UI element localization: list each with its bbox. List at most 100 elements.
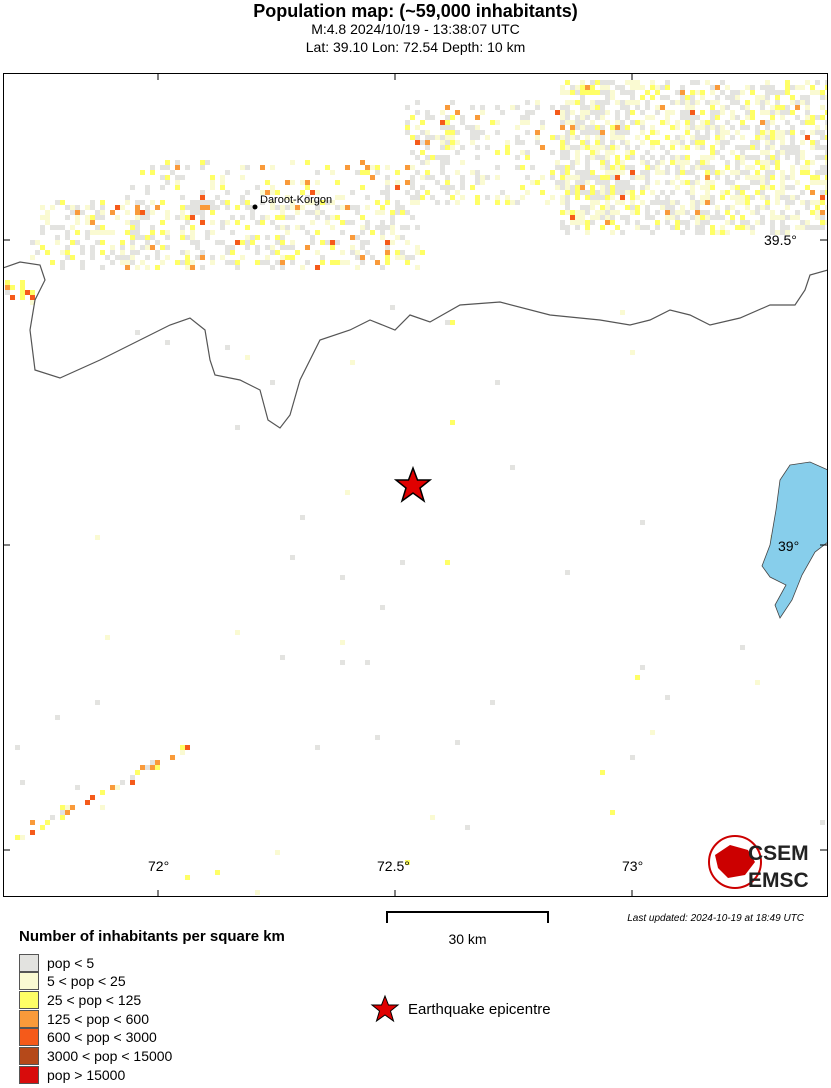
population-cell — [730, 205, 735, 210]
population-cell — [515, 105, 520, 110]
population-cell — [785, 175, 790, 180]
population-cell — [350, 220, 355, 225]
population-cell — [535, 105, 540, 110]
population-cell — [225, 245, 230, 250]
population-cell — [645, 175, 650, 180]
population-cell — [765, 110, 770, 115]
event-info: M:4.8 2024/10/19 - 13:38:07 UTC — [311, 21, 520, 37]
population-cell — [380, 220, 385, 225]
population-cell — [230, 250, 235, 255]
population-cell — [370, 255, 375, 260]
population-cell — [625, 165, 630, 170]
population-cell — [715, 115, 720, 120]
population-map[interactable]: CSEM EMSC Daroot-Korgon 39.5° 39° 72° 72… — [3, 73, 828, 897]
population-cell — [735, 115, 740, 120]
population-cell — [605, 205, 610, 210]
population-cell — [640, 110, 645, 115]
population-cell — [575, 175, 580, 180]
population-cell — [720, 135, 725, 140]
population-cell — [705, 210, 710, 215]
population-cell — [225, 260, 230, 265]
population-cell — [260, 220, 265, 225]
population-cell — [785, 155, 790, 160]
population-cell — [395, 180, 400, 185]
population-cell — [620, 195, 625, 200]
population-cell — [375, 225, 380, 230]
population-cell — [315, 215, 320, 220]
population-cell — [535, 180, 540, 185]
population-cell — [695, 130, 700, 135]
population-cell — [605, 160, 610, 165]
population-cell — [690, 120, 695, 125]
population-cell — [430, 115, 435, 120]
population-cell — [100, 210, 105, 215]
population-cell — [240, 195, 245, 200]
population-cell — [645, 150, 650, 155]
population-cell — [585, 90, 590, 95]
population-cell — [495, 200, 500, 205]
svg-text:EMSC: EMSC — [748, 869, 809, 892]
population-cell — [425, 140, 430, 145]
population-cell — [745, 225, 750, 230]
population-cell — [690, 140, 695, 145]
population-cell — [605, 190, 610, 195]
population-cell — [805, 80, 810, 85]
population-cell — [795, 180, 800, 185]
population-cell — [70, 205, 75, 210]
population-cell — [630, 80, 635, 85]
population-cell — [770, 85, 775, 90]
population-cell — [150, 170, 155, 175]
population-cell — [600, 215, 605, 220]
population-cell — [450, 140, 455, 145]
population-cell — [765, 195, 770, 200]
population-cell — [460, 145, 465, 150]
population-cell — [285, 230, 290, 235]
population-cell — [765, 205, 770, 210]
population-cell — [620, 125, 625, 130]
population-cell — [200, 205, 205, 210]
population-cell — [710, 225, 715, 230]
population-cell — [630, 155, 635, 160]
population-cell — [690, 95, 695, 100]
population-cell — [205, 230, 210, 235]
population-cell — [770, 115, 775, 120]
population-cell — [775, 160, 780, 165]
population-cell — [725, 210, 730, 215]
population-cell — [440, 170, 445, 175]
population-cell — [580, 170, 585, 175]
population-cell — [20, 295, 25, 300]
population-cell — [565, 155, 570, 160]
population-cell — [750, 155, 755, 160]
population-cell — [525, 155, 530, 160]
population-cell — [30, 240, 35, 245]
population-cell — [415, 265, 420, 270]
population-cell — [695, 165, 700, 170]
population-cell — [710, 165, 715, 170]
population-cell — [600, 210, 605, 215]
population-cell — [590, 105, 595, 110]
population-cell — [320, 200, 325, 205]
population-cell — [470, 130, 475, 135]
population-cell — [720, 215, 725, 220]
population-cell — [815, 90, 820, 95]
population-cell — [140, 235, 145, 240]
population-cell — [770, 170, 775, 175]
population-cell — [590, 125, 595, 130]
population-cell — [20, 835, 25, 840]
population-cell — [565, 180, 570, 185]
population-cell — [615, 130, 620, 135]
population-cell — [625, 105, 630, 110]
population-cell — [765, 165, 770, 170]
population-cell — [350, 235, 355, 240]
population-cell — [300, 225, 305, 230]
population-cell — [100, 205, 105, 210]
population-cell — [620, 310, 625, 315]
population-cell — [390, 305, 395, 310]
population-cell — [605, 170, 610, 175]
population-cell — [785, 105, 790, 110]
population-cell — [100, 240, 105, 245]
population-cell — [750, 85, 755, 90]
population-cell — [675, 185, 680, 190]
population-cell — [690, 185, 695, 190]
population-cell — [465, 125, 470, 130]
